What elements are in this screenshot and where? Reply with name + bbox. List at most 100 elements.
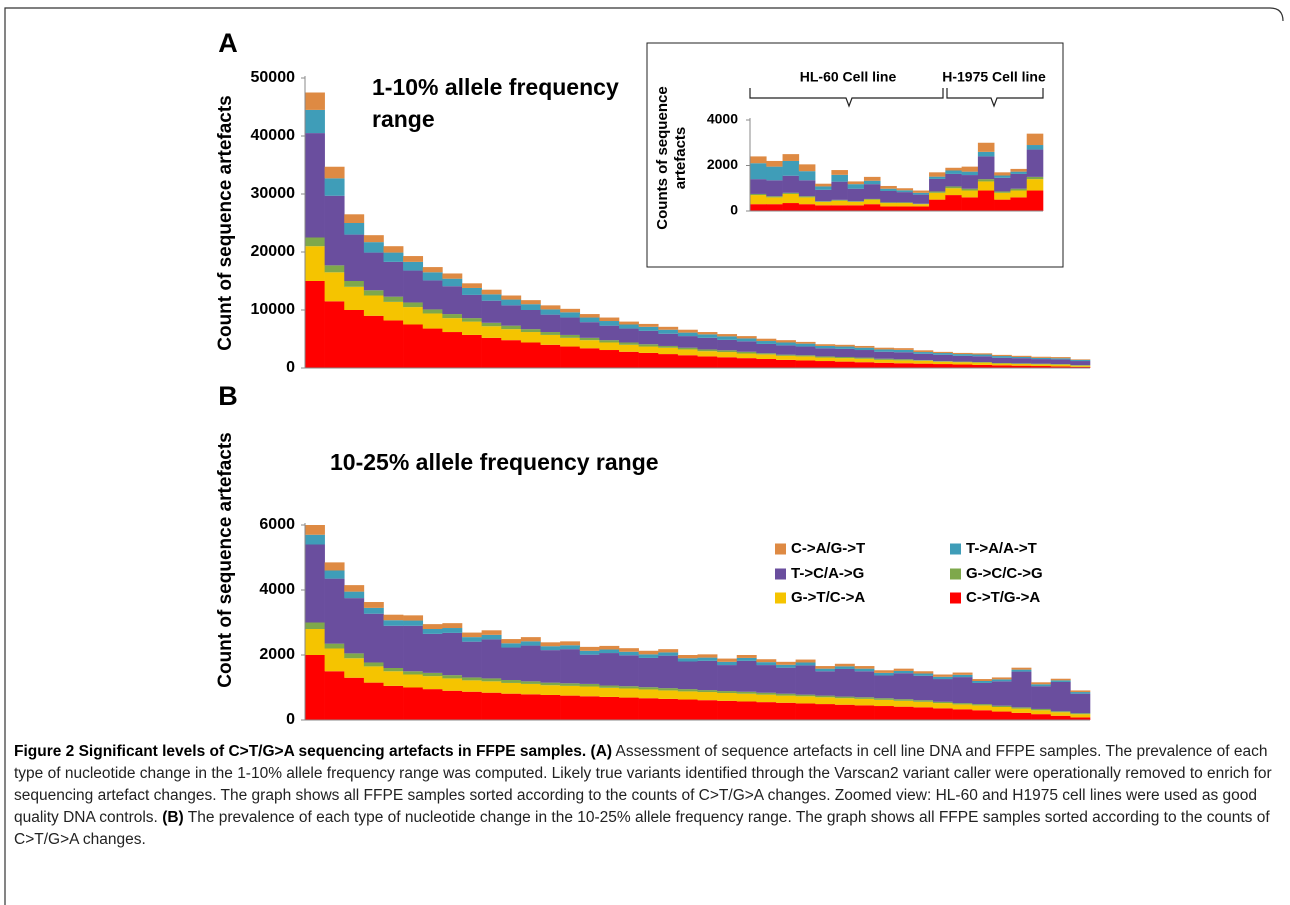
bar-segment — [619, 688, 639, 698]
bar-segment — [1010, 190, 1028, 198]
bar-segment — [893, 673, 914, 700]
bar-segment — [750, 179, 767, 194]
bar-segment — [462, 294, 482, 319]
bar-segment — [893, 706, 914, 720]
bar-segment — [736, 701, 757, 720]
bar-segment — [501, 305, 522, 326]
bar-segment — [776, 693, 796, 696]
bar-segment — [599, 317, 620, 322]
bar-segment — [776, 359, 796, 368]
bar-segment — [677, 347, 698, 350]
bar-segment — [579, 646, 600, 651]
bar-segment — [560, 334, 581, 338]
bar-segment — [501, 639, 522, 644]
bar-segment — [599, 696, 620, 720]
bar-segment — [1011, 669, 1032, 672]
bar-segment — [481, 634, 502, 640]
bar-segment — [619, 351, 639, 368]
bar-segment — [972, 362, 993, 363]
bar-segment — [560, 695, 581, 720]
bar-segment — [520, 310, 541, 330]
bar-segment — [540, 314, 561, 333]
bar-segment — [697, 334, 718, 338]
bar-segment — [815, 356, 836, 358]
bar-segment — [599, 685, 620, 688]
bar-segment — [874, 675, 895, 699]
bar-segment — [344, 310, 365, 368]
bar-segment — [422, 272, 443, 281]
bar-segment — [599, 653, 620, 686]
bar-segment — [912, 194, 930, 204]
bar-segment — [363, 607, 384, 614]
bar-segment — [1070, 714, 1091, 718]
bar-segment — [363, 662, 384, 667]
bar-segment — [540, 642, 561, 647]
bar-segment — [798, 171, 816, 181]
bar-segment — [945, 167, 962, 171]
bar-segment — [854, 705, 875, 720]
bar-segment — [854, 350, 875, 358]
bar-segment — [815, 671, 836, 696]
bar-segment — [599, 342, 620, 351]
bar-segment — [442, 314, 463, 319]
bar-segment — [1031, 366, 1052, 368]
bar-segment — [863, 199, 881, 205]
bar-segment — [363, 295, 384, 316]
bar-segment — [736, 338, 757, 342]
bar-segment — [977, 190, 995, 211]
bar-segment — [1070, 713, 1091, 715]
bar-segment — [991, 363, 1012, 366]
bar-segment — [383, 668, 404, 672]
bar-segment — [462, 287, 482, 295]
caption-label: (A) — [590, 743, 613, 760]
bar-segment — [638, 346, 659, 353]
y-tick-label: 10000 — [251, 301, 296, 318]
bar-segment — [1011, 355, 1032, 357]
bar-segment — [520, 332, 541, 343]
bar-segment — [481, 692, 502, 720]
bar-segment — [677, 655, 698, 659]
bar-segment — [913, 700, 934, 702]
bar-segment — [766, 166, 783, 181]
bar-segment — [560, 312, 581, 318]
bar-segment — [442, 286, 463, 315]
bar-segment — [972, 356, 993, 363]
bar-segment — [422, 313, 443, 329]
bar-segment — [619, 342, 639, 345]
bar-segment — [795, 665, 816, 695]
bar-segment — [697, 690, 718, 693]
bar-segment — [1031, 356, 1052, 358]
bar-segment — [403, 615, 424, 621]
bar-segment — [442, 623, 463, 629]
bar-segment — [344, 281, 365, 287]
bar-segment — [795, 696, 816, 704]
bar-segment — [854, 357, 875, 359]
y-tick-label: 6000 — [259, 516, 295, 533]
bar-segment — [994, 175, 1011, 178]
bar-segment — [913, 363, 934, 368]
bar-segment — [896, 206, 914, 211]
bar-segment — [599, 325, 620, 341]
bar-segment — [756, 662, 777, 666]
bar-segment — [324, 578, 345, 644]
bar-segment — [952, 677, 973, 704]
bar-segment — [776, 345, 796, 355]
bar-segment — [991, 357, 1012, 364]
bar-segment — [896, 192, 914, 203]
bar-segment — [540, 694, 561, 720]
bar-segment — [1011, 363, 1032, 366]
bar-segment — [831, 199, 848, 201]
bar-segment — [305, 133, 325, 238]
bar-segment — [599, 645, 620, 650]
bar-segment — [776, 340, 796, 343]
bar-segment — [961, 175, 979, 189]
bar-segment — [933, 679, 953, 702]
chart-title: 10-25% allele frequency range — [330, 449, 659, 475]
bar-segment — [717, 700, 738, 720]
bar-segment — [972, 679, 993, 681]
bar-segment — [363, 602, 384, 608]
bar-segment — [972, 353, 993, 355]
y-axis-label: Count of sequence artefacts — [215, 432, 236, 688]
bar-segment — [893, 670, 914, 674]
